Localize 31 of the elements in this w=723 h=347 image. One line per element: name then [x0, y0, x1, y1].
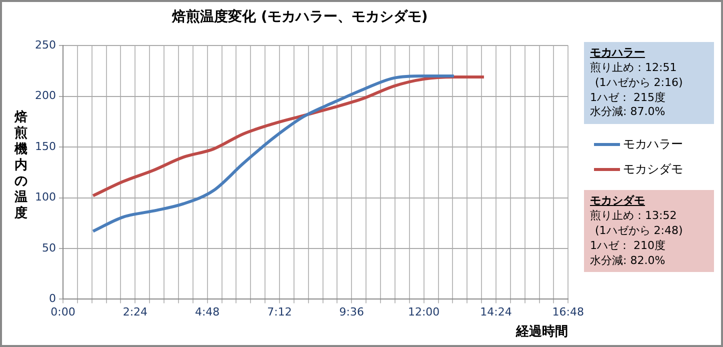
x-tick-label: 12:00 — [408, 306, 440, 319]
line-series — [92, 76, 486, 198]
y-tick-label: 100 — [34, 190, 56, 204]
line-series — [92, 74, 456, 233]
y-axis-title: 焙煎機内の温度 — [13, 110, 28, 222]
x-tick-label: 0:00 — [50, 306, 76, 319]
text: モカハラー — [590, 46, 646, 61]
x-tick-label: 7:12 — [267, 306, 292, 319]
x-tick-label: 14:24 — [480, 306, 512, 319]
text: 水分減: 87.0% — [590, 105, 666, 120]
text: (1ハゼから 2:16) — [594, 76, 684, 91]
y-tick-label: 50 — [42, 241, 56, 254]
y-tick-label: 0 — [48, 292, 56, 306]
legend-label: モカシダモ — [623, 161, 683, 178]
x-tick-label: 9:36 — [339, 306, 364, 319]
text: 1ハゼ： 215度 — [590, 90, 666, 106]
text: モカシダモ — [590, 194, 646, 210]
text: 水分減: 82.0% — [590, 254, 666, 268]
x-tick-label: 2:24 — [122, 306, 148, 319]
chart-title: 焙煎温度変化 (モカハラー、モカシダモ) — [170, 8, 429, 26]
y-tick-label: 250 — [34, 38, 56, 52]
y-tick-label: 200 — [34, 89, 56, 102]
y-tick-label: 150 — [34, 140, 56, 153]
text: 煎り止め：13:52 — [590, 209, 678, 224]
legend-label: モカハラー — [623, 136, 683, 154]
text: 煎り止め：12:51 — [590, 60, 678, 76]
x-tick-label: 16:48 — [552, 306, 584, 319]
x-tick-label: 4:48 — [194, 306, 220, 319]
x-axis-title: 経過時間 — [515, 324, 568, 340]
text: 1ハゼ： 210度 — [590, 238, 666, 254]
text: (1ハゼから 2:48) — [594, 224, 684, 239]
